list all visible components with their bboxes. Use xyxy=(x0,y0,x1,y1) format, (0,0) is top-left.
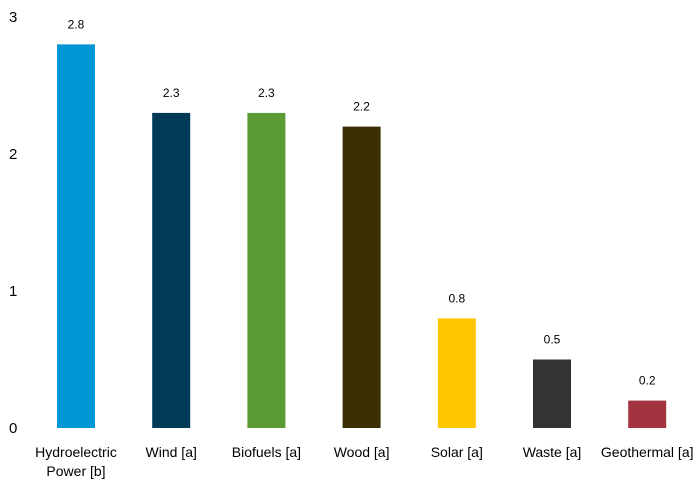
bar xyxy=(247,112,286,429)
category-label: Wood [a] xyxy=(334,444,390,460)
category-label-line: Wind [a] xyxy=(146,444,197,460)
category-label: Hydroelectric Power [b] xyxy=(35,444,117,479)
y-tick-label: 0 xyxy=(9,420,17,437)
bar xyxy=(57,44,95,429)
category-label: Waste [a] xyxy=(523,444,582,460)
bar xyxy=(628,400,667,428)
category-label: Geothermal [a] xyxy=(601,444,693,460)
bars xyxy=(57,44,667,429)
bar xyxy=(342,126,381,428)
y-tick-label: 1 xyxy=(9,283,17,300)
category-label-line: Power [b] xyxy=(46,463,105,479)
category-labels: Hydroelectric Power [b] Wind [a] Biofuels [… xyxy=(35,444,693,479)
data-label: 0.2 xyxy=(639,374,656,388)
y-tick-label: 3 xyxy=(9,9,17,26)
category-label-line: Hydroelectric xyxy=(35,444,117,460)
y-axis-ticks: 0 1 2 3 xyxy=(9,9,17,437)
category-label-line: Wood [a] xyxy=(334,444,390,460)
category-label-line: Biofuels [a] xyxy=(232,444,301,460)
category-label-line: Geothermal [a] xyxy=(601,444,693,460)
data-label: 2.2 xyxy=(353,100,370,114)
bar xyxy=(152,112,191,429)
data-label: 0.5 xyxy=(544,333,561,347)
bar xyxy=(437,318,476,428)
y-tick-label: 2 xyxy=(9,146,17,163)
bar xyxy=(533,359,571,428)
data-label: 2.3 xyxy=(163,86,180,100)
category-label-line: Waste [a] xyxy=(523,444,582,460)
category-label: Solar [a] xyxy=(431,444,483,460)
category-label: Wind [a] xyxy=(146,444,197,460)
category-label: Biofuels [a] xyxy=(232,444,301,460)
category-label-line: Solar [a] xyxy=(431,444,483,460)
data-label: 2.3 xyxy=(258,86,275,100)
data-label: 0.8 xyxy=(448,291,465,305)
data-label: 2.8 xyxy=(68,17,85,31)
data-labels: 2.8 2.3 2.3 2.2 0.8 0.5 0.2 xyxy=(68,17,656,387)
